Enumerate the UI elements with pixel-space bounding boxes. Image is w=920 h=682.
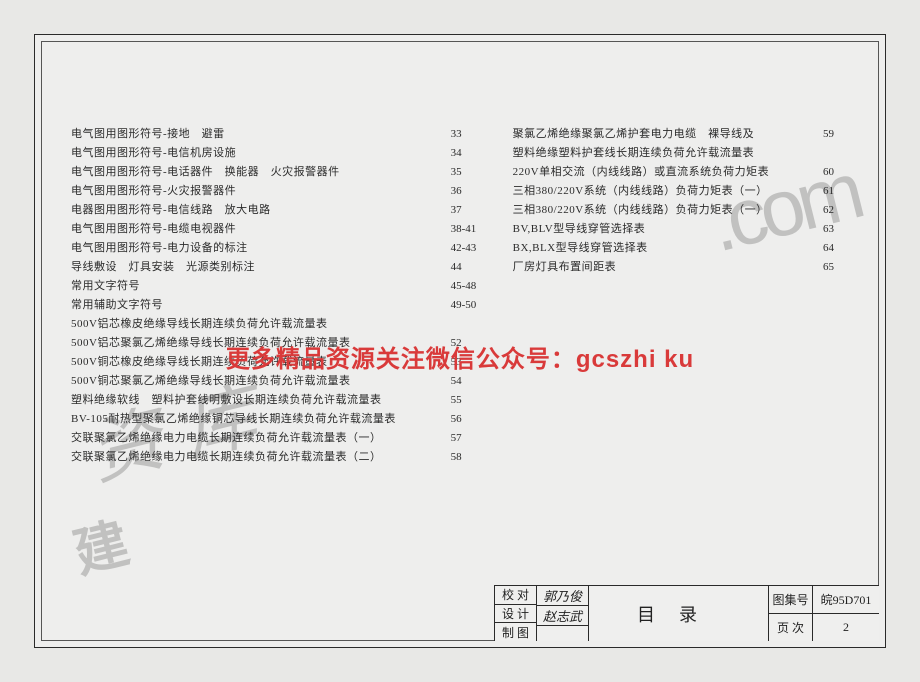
tb-sig-draft [537,626,588,641]
toc-label: 厂房灯具布置间距表 [513,258,617,277]
toc-label: 500V铝芯橡皮绝缘导线长期连续负荷允许载流量表 [71,315,327,334]
toc-page: 63 [815,220,859,239]
toc-row: 常用文字符号 45-48 [71,277,487,296]
toc-row: 电器图用图形符号-电信线路 放大电路 37 [71,201,487,220]
toc-label: 塑料绝缘塑料护套线长期连续负荷允许载流量表 [513,144,755,163]
toc-row: 500V铝芯聚氯乙烯绝缘导线长期连续负荷允许载流量表 52 [71,334,487,353]
toc-row: 电气图用图形符号-电信机房设施 34 [71,144,487,163]
toc-page: 53 [443,353,487,372]
toc-row: 塑料绝缘塑料护套线长期连续负荷允许载流量表 [513,144,859,163]
toc-row: BV,BLV型导线穿管选择表 63 [513,220,859,239]
toc-row: 导线敷设 灯具安装 光源类别标注 44 [71,258,487,277]
toc-page: 65 [815,258,859,277]
toc-row: BX,BLX型导线穿管选择表 64 [513,239,859,258]
toc-label: 三相380/220V系统（内线线路）负荷力矩表（一） [513,182,768,201]
toc-label: 塑料绝缘软线 塑料护套线明敷设长期连续负荷允许载流量表 [71,391,382,410]
tb-page-value: 2 [813,614,879,641]
toc-row: 三相380/220V系统（内线线路）负荷力矩表（一） 62 [513,201,859,220]
toc-page: 49-50 [443,296,487,315]
toc-label: 三相380/220V系统（内线线路）负荷力矩表（一） [513,201,768,220]
toc-row: 220V单相交流（内线线路）或直流系统负荷力矩表 60 [513,163,859,182]
toc-page: 55 [443,391,487,410]
toc-label: 交联聚氯乙烯绝缘电力电缆长期连续负荷允许载流量表（二） [71,448,382,467]
toc-label: 交联聚氯乙烯绝缘电力电缆长期连续负荷允许载流量表（一） [71,429,382,448]
toc-label: 电器图用图形符号-电信线路 放大电路 [71,201,271,220]
tb-page-label: 页 次 [769,614,812,641]
toc-page: 33 [443,125,487,144]
toc-page: 60 [815,163,859,182]
toc-page: 36 [443,182,487,201]
toc-row: 厂房灯具布置间距表 65 [513,258,859,277]
toc-label: 220V单相交流（内线线路）或直流系统负荷力矩表 [513,163,769,182]
toc-page: 35 [443,163,487,182]
toc-page: 61 [815,182,859,201]
toc-label: 500V铝芯聚氯乙烯绝缘导线长期连续负荷允许载流量表 [71,334,350,353]
toc-page: 52 [443,334,487,353]
toc-page: 56 [443,410,487,429]
toc-page: 54 [443,372,487,391]
toc-page: 37 [443,201,487,220]
toc-row: 电气图用图形符号-电力设备的标注 42-43 [71,239,487,258]
toc-label: BV,BLV型导线穿管选择表 [513,220,646,239]
toc-row: 500V铜芯橡皮绝缘导线长期连续负荷允许载流量表 53 [71,353,487,372]
toc-page: 57 [443,429,487,448]
toc-page: 42-43 [443,239,487,258]
tb-meta-labels: 图集号 页 次 [769,586,813,641]
toc-label: 常用文字符号 [71,277,140,296]
tb-role-draft: 制 图 [495,623,536,641]
toc-row: 交联聚氯乙烯绝缘电力电缆长期连续负荷允许载流量表（一） 57 [71,429,487,448]
toc-page: 58 [443,448,487,467]
tb-atlas-value: 皖95D701 [813,586,879,614]
toc-column-left: 电气图用图形符号-接地 避雷33电气图用图形符号-电信机房设施34电气图用图形符… [71,125,487,467]
toc-label: 电气图用图形符号-接地 避雷 [71,125,225,144]
toc-column-right: 聚氯乙烯绝缘聚氯乙烯护套电力电缆 裸导线及 59 塑料绝缘塑料护套线长期连续负荷允许… [513,125,859,467]
toc-page: 62 [815,201,859,220]
tb-atlas-label: 图集号 [769,586,812,614]
tb-title-col: 目录 [589,586,769,641]
toc-row: 常用辅助文字符号 49-50 [71,296,487,315]
tb-sig-design: 赵志武 [537,606,588,626]
toc-label: 500V铜芯聚氯乙烯绝缘导线长期连续负荷允许载流量表 [71,372,350,391]
toc-row: 电气图用图形符号-电话器件 换能器 火灾报警器件 35 [71,163,487,182]
toc-label: 聚氯乙烯绝缘聚氯乙烯护套电力电缆 裸导线及 [513,125,755,144]
toc-label: BV-105耐热型聚氯乙烯绝缘铜芯导线长期连续负荷允许载流量表 [71,410,396,429]
toc-label: 电气图用图形符号-电话器件 换能器 火灾报警器件 [71,163,340,182]
drawing-sheet: .com 资 库 建 电气图用图形符号-接地 避雷33电气图用图形符号-电信机房… [34,34,886,648]
toc-label: 电气图用图形符号-电信机房设施 [71,144,236,163]
toc-row: 塑料绝缘软线 塑料护套线明敷设长期连续负荷允许载流量表 55 [71,391,487,410]
toc-row: 500V铜芯聚氯乙烯绝缘导线长期连续负荷允许载流量表 54 [71,372,487,391]
toc-page: 59 [815,125,859,144]
toc-label: 常用辅助文字符号 [71,296,163,315]
toc-row: 电气图用图形符号-火灾报警器件 36 [71,182,487,201]
toc-page: 45-48 [443,277,487,296]
toc-row: 电气图用图形符号-接地 避雷 33 [71,125,487,144]
toc-page: 64 [815,239,859,258]
toc-content: 电气图用图形符号-接地 避雷33电气图用图形符号-电信机房设施34电气图用图形符… [71,125,859,467]
tb-role-design: 设 计 [495,605,536,624]
toc-row: 交联聚氯乙烯绝缘电力电缆长期连续负荷允许载流量表（二） 58 [71,448,487,467]
toc-row: BV-105耐热型聚氯乙烯绝缘铜芯导线长期连续负荷允许载流量表 56 [71,410,487,429]
toc-page: 44 [443,258,487,277]
tb-title: 目录 [589,586,769,641]
toc-page: 38-41 [443,220,487,239]
toc-label: BX,BLX型导线穿管选择表 [513,239,648,258]
toc-label: 500V铜芯橡皮绝缘导线长期连续负荷允许载流量表 [71,353,327,372]
tb-role-labels: 校 对 设 计 制 图 [495,586,537,641]
tb-signatures: 郭乃俊 赵志武 [537,586,589,641]
tb-meta-values: 皖95D701 2 [813,586,879,641]
toc-label: 电气图用图形符号-火灾报警器件 [71,182,236,201]
toc-row: 聚氯乙烯绝缘聚氯乙烯护套电力电缆 裸导线及 59 [513,125,859,144]
toc-label: 电气图用图形符号-电缆电视器件 [71,220,236,239]
tb-role-check: 校 对 [495,586,536,605]
tb-sig-check: 郭乃俊 [537,586,588,606]
title-block: 校 对 设 计 制 图 郭乃俊 赵志武 目录 图集号 页 次 皖95D701 2 [494,585,879,641]
toc-row: 三相380/220V系统（内线线路）负荷力矩表（一） 61 [513,182,859,201]
toc-row: 500V铝芯橡皮绝缘导线长期连续负荷允许载流量表 [71,315,487,334]
toc-row: 电气图用图形符号-电缆电视器件 38-41 [71,220,487,239]
toc-label: 导线敷设 灯具安装 光源类别标注 [71,258,255,277]
toc-label: 电气图用图形符号-电力设备的标注 [71,239,248,258]
toc-page: 34 [443,144,487,163]
